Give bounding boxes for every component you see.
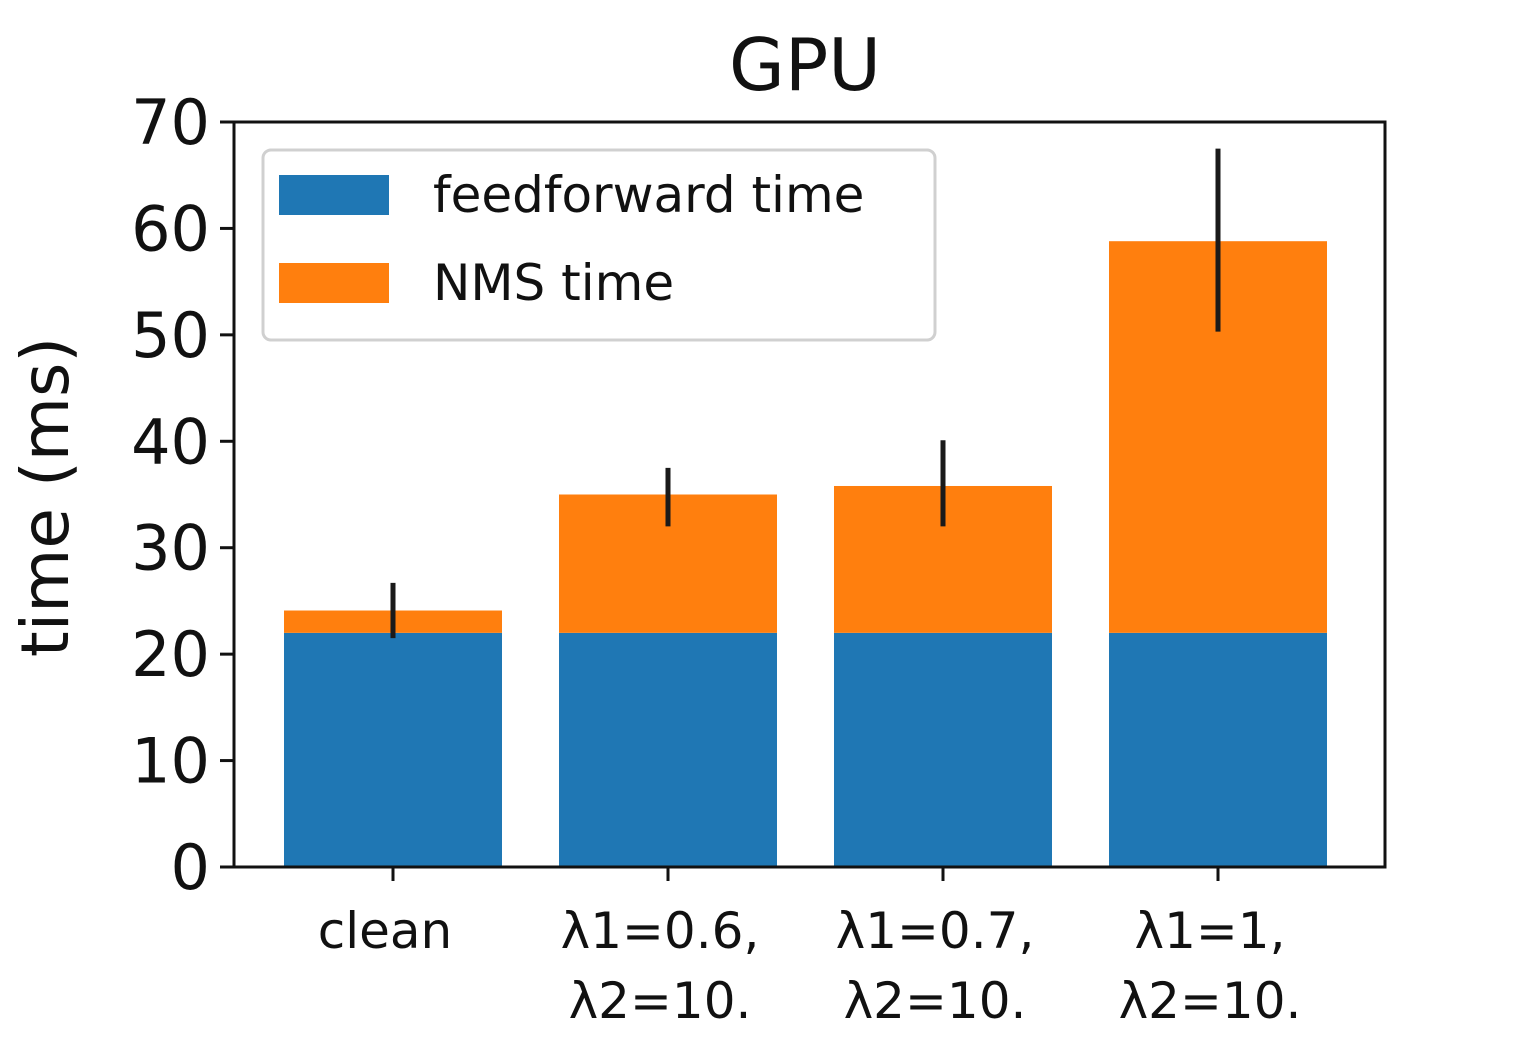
bar-feedforward-2 [834,632,1052,867]
legend-label-0: feedforward time [433,166,864,224]
legend: feedforward time NMS time [261,148,937,342]
bars [284,241,1327,867]
x-tick-label-3-1: λ2=10. [1119,972,1302,1030]
legend-swatch-1 [279,263,389,303]
y-tick-label-50: 50 [131,299,210,372]
y-axis-label: time (ms) [7,337,84,657]
y-tick-label-30: 30 [131,512,210,585]
x-tick-label-3-0: λ1=1, [1134,902,1285,960]
chart-title: GPU [729,23,881,107]
x-tick-label-2-1: λ2=10. [844,972,1027,1030]
y-tick-label-40: 40 [131,405,210,478]
y-tick-label-20: 20 [131,618,210,691]
legend-box [261,148,937,342]
legend-swatch-0 [279,175,389,215]
bar-feedforward-0 [284,632,502,867]
x-tick-label-0-0: clean [318,902,452,960]
y-tick-label-10: 10 [131,725,210,798]
legend-label-1: NMS time [433,254,674,312]
plot-frame [232,120,1387,869]
x-axis-ticks: clean λ1=0.6, λ2=10. λ1=0.7, λ2=10. λ1=1, λ2=1… [318,867,1302,1030]
bar-feedforward-3 [1109,632,1327,867]
y-tick-label-0: 0 [171,831,210,904]
x-tick-label-2-0: λ1=0.7, [836,902,1035,960]
y-tick-label-60: 60 [131,192,210,265]
x-tick-label-1-0: λ1=0.6, [561,902,760,960]
y-axis-ticks: 0 10 20 30 40 50 60 70 [131,86,234,904]
bar-feedforward-1 [559,632,777,867]
x-tick-label-1-1: λ2=10. [569,972,752,1030]
y-tick-label-70: 70 [131,86,210,159]
error-bars [390,148,1221,639]
